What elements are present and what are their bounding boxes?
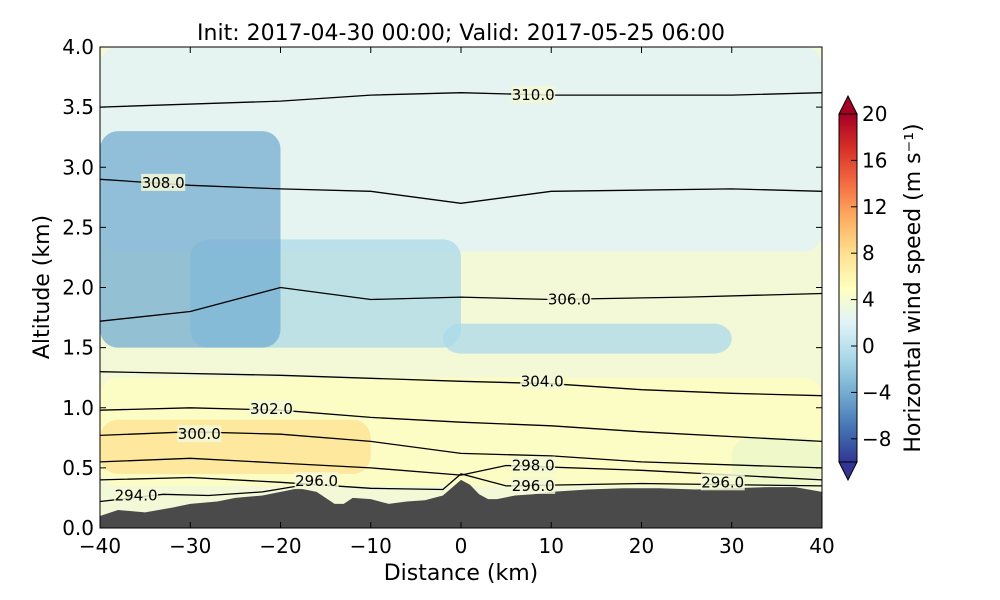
contour-label: 308.0 <box>142 174 185 192</box>
theta-contour <box>100 92 822 108</box>
x-tick-label: 30 <box>719 534 744 558</box>
x-tick-label: −30 <box>169 534 211 558</box>
y-tick-label: 3.0 <box>62 155 94 179</box>
y-tick-label: 1.0 <box>62 396 94 420</box>
x-axis: −40 −30 −20 −10 0 10 20 30 40 <box>79 47 835 558</box>
contour-label-bg <box>294 472 339 490</box>
wind-region <box>442 323 732 354</box>
contour-label-bg <box>700 473 745 491</box>
theta-contour <box>100 457 822 481</box>
contour-label: 310.0 <box>512 86 555 104</box>
y-tick-label: 0.5 <box>62 456 94 480</box>
y-tick-label: 3.5 <box>62 95 94 119</box>
y-tick-label: 4.0 <box>62 35 94 59</box>
contour-label-bg <box>511 86 556 104</box>
contour-label: 296.0 <box>295 472 338 490</box>
contour-label: 298.0 <box>512 456 555 474</box>
colorbar-tick-label: 12 <box>862 195 887 219</box>
colorbar-bar <box>838 113 858 463</box>
y-tick-label: 2.5 <box>62 215 94 239</box>
colorbar-tick-label: 4 <box>862 288 875 312</box>
x-tick-label: −20 <box>259 534 301 558</box>
contour-label-bg <box>511 456 556 474</box>
x-tick-label: 40 <box>809 534 834 558</box>
contour-label: 302.0 <box>250 400 293 418</box>
theta-contour <box>100 286 822 322</box>
plot-area: 310.0 308.0 306.0 304.0 302.0 300.0 298.0 296.0… <box>99 46 823 529</box>
contour-label-bg <box>249 399 294 417</box>
x-axis-label: Distance (km) <box>384 561 539 586</box>
colorbar-label: Horizontal wind speed (m s⁻¹) <box>901 123 926 452</box>
colorbar: −8 −4 0 4 8 12 16 20 Horizontal wind speed (m s… <box>838 94 926 482</box>
y-axis-label: Altitude (km) <box>30 215 55 359</box>
y-tick-label: 1.5 <box>62 336 94 360</box>
contour-label-bg <box>114 486 159 504</box>
contour-label-bg <box>520 372 565 390</box>
contour-label: 294.0 <box>115 487 158 505</box>
contour-label: 300.0 <box>178 425 221 443</box>
theta-contour <box>100 407 822 443</box>
contour-label: 296.0 <box>701 473 744 491</box>
y-axis: 0.0 0.5 1.0 1.5 2.0 2.5 3.0 3.5 4.0 <box>62 35 822 540</box>
x-tick-label: 0 <box>455 534 468 558</box>
colorbar-extend-top <box>838 94 858 115</box>
contour-label-bg <box>547 290 592 308</box>
colorbar-tick-label: 8 <box>862 241 875 265</box>
terrain <box>100 479 822 528</box>
wind-region <box>100 131 281 348</box>
x-tick-label: 10 <box>539 534 564 558</box>
colorbar-tick-label: 16 <box>862 148 887 172</box>
x-tick-label: −10 <box>350 534 392 558</box>
y-tick-label: 2.0 <box>62 276 94 300</box>
colorbar-ticks: −8 −4 0 4 8 12 16 20 <box>851 102 891 451</box>
chart-title: Init: 2017-04-30 00:00; Valid: 2017-05-2… <box>197 21 725 46</box>
x-tick-label: 20 <box>629 534 654 558</box>
contour-label: 306.0 <box>548 291 591 309</box>
contour-label-bg <box>141 173 186 191</box>
y-tick-label: 0.0 <box>62 516 94 540</box>
contour-label-bg <box>177 425 222 443</box>
colorbar-tick-label: 20 <box>862 102 887 126</box>
x-tick-label: −40 <box>79 534 121 558</box>
contour-label-bg <box>511 476 556 494</box>
contour-label: 296.0 <box>512 477 555 495</box>
colorbar-extend-bottom <box>838 461 858 482</box>
theta-contour <box>100 178 822 204</box>
contour-labels: 310.0 308.0 306.0 304.0 302.0 300.0 298.0 296.0… <box>114 86 745 505</box>
colorbar-tick-label: −8 <box>862 427 891 451</box>
colorbar-tick-label: −4 <box>862 380 891 404</box>
colorbar-tick-label: 0 <box>862 334 875 358</box>
theta-contour <box>100 473 822 491</box>
contour-label: 304.0 <box>521 372 564 390</box>
